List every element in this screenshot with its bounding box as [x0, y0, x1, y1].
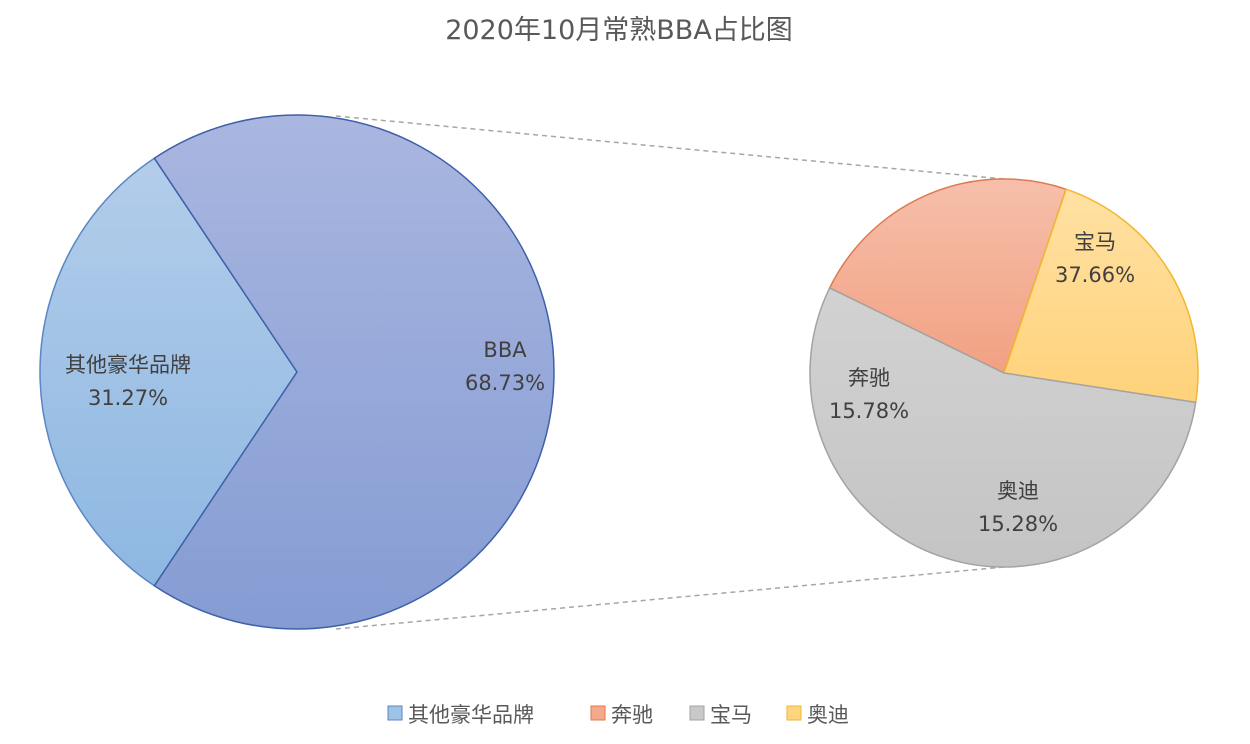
slice-label-value: 15.28% [978, 512, 1058, 536]
slice-label-value: 68.73% [465, 371, 545, 395]
slice-label-value: 37.66% [1055, 263, 1135, 287]
slice-label-name: 其他豪华品牌 [65, 353, 191, 377]
legend-label: 宝马 [710, 703, 752, 727]
slice-label-value: 15.78% [829, 399, 909, 423]
slice-label-value: 31.27% [88, 386, 168, 410]
slice-label-name: BBA [483, 338, 527, 362]
data-labels: 其他豪华品牌 31.27% BBA 68.73% 奔驰 15.78% 奥迪 15.28% 宝马 3… [65, 230, 1135, 536]
legend-swatch [387, 705, 403, 721]
legend-swatch [689, 705, 705, 721]
connector-line-top [335, 115, 1005, 180]
pie-slice-bmw [809, 286, 1197, 568]
primary-pie [39, 114, 555, 630]
legend-swatch [786, 705, 802, 721]
pie-slice-audi [1003, 188, 1199, 404]
legend: 其他豪华品牌 奔驰 宝马 奥迪 [387, 703, 849, 727]
chart-title: 2020年10月常熟BBA占比图 [445, 15, 793, 46]
connector-line-bottom [335, 566, 1005, 630]
pie-slice-bba [153, 114, 555, 630]
legend-label: 其他豪华品牌 [408, 703, 534, 727]
secondary-pie [809, 178, 1199, 568]
pie-slice-other [39, 157, 298, 587]
slice-label-name: 宝马 [1074, 230, 1116, 254]
slice-label-name: 奔驰 [848, 366, 890, 390]
legend-swatch [590, 705, 606, 721]
legend-label: 奔驰 [611, 703, 653, 727]
pie-slice-benz [828, 178, 1068, 375]
slice-label-name: 奥迪 [997, 479, 1039, 503]
legend-label: 奥迪 [807, 703, 849, 727]
